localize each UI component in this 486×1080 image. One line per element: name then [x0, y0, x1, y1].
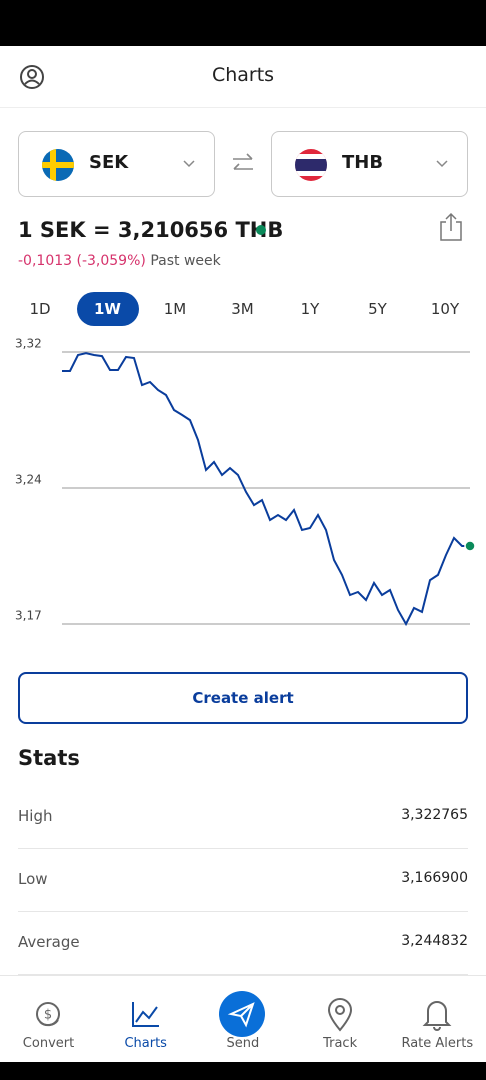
chevron	[183, 160, 195, 168]
change-line: -0,1013 (-3,059%) Past week	[18, 253, 221, 269]
nav-label: Charts	[124, 1036, 167, 1051]
y-tick-label: 3,32	[15, 337, 42, 351]
change: -0,1013 (-3,059%)	[18, 253, 146, 269]
nav-item[interactable]: Track	[292, 980, 389, 1060]
range-tab[interactable]: 3M	[231, 300, 254, 318]
nav-item[interactable]: Charts	[97, 980, 194, 1060]
from-code: SEK	[89, 152, 129, 173]
svg-text:$: $	[44, 1008, 52, 1023]
nav-label: Track	[323, 1036, 358, 1051]
stats-title: Stats	[18, 746, 80, 770]
nav-icon	[327, 998, 352, 1032]
stat-label: Low	[18, 870, 48, 888]
live-dot	[256, 225, 266, 235]
range-tab[interactable]: 1M	[163, 300, 187, 318]
stat-value: 3,244832	[401, 933, 468, 949]
y-tick-label: 3,17	[15, 609, 42, 623]
flag-se	[42, 149, 74, 181]
range-tab[interactable]: 1D	[29, 300, 51, 318]
profile-icon[interactable]	[18, 63, 46, 91]
to-currency[interactable]: THB	[271, 131, 468, 197]
nav-item[interactable]: Rate Alerts	[389, 980, 486, 1060]
rate: 1 SEK = 3,210656 THB	[18, 218, 284, 242]
chart: 3,32 3,24 3,17	[15, 337, 476, 627]
nav-label: Send	[226, 1036, 260, 1051]
stat-row: Average 3,244832	[18, 911, 468, 975]
flag-th	[295, 149, 327, 181]
nav-icon	[219, 991, 266, 1037]
nav-item[interactable]: Send	[194, 980, 291, 1060]
header-title: Charts	[211, 64, 275, 86]
range-tab[interactable]: 5Y	[368, 300, 387, 318]
stat-row: Low 3,166900	[18, 848, 468, 912]
status-bar	[0, 0, 486, 46]
stat-label: Average	[18, 933, 80, 951]
stat-row: High 3,322765	[18, 785, 468, 849]
nav-item[interactable]: $ Convert	[0, 980, 97, 1060]
price-line	[62, 352, 470, 627]
range-tab[interactable]: 10Y	[430, 300, 460, 318]
period: Past week	[150, 253, 221, 269]
from-currency[interactable]: SEK	[18, 131, 215, 197]
to-code: THB	[342, 152, 384, 173]
nav-icon: $	[36, 1002, 60, 1027]
stat-value: 3,166900	[401, 870, 468, 886]
y-tick-label: 3,24	[15, 473, 42, 487]
nav-label: Rate Alerts	[401, 1036, 474, 1051]
range-tab[interactable]: 1W	[76, 292, 139, 326]
nav-divider	[0, 975, 486, 976]
stat-value: 3,322765	[401, 807, 468, 823]
nav-label: Convert	[22, 1036, 75, 1051]
system-bar	[0, 1062, 486, 1080]
share-icon[interactable]	[438, 212, 464, 242]
swap-icon[interactable]	[230, 151, 256, 177]
create-alert-button[interactable]: Create alert	[18, 672, 468, 724]
stat-label: High	[18, 807, 53, 825]
range-tab[interactable]: 1Y	[300, 300, 320, 318]
nav-icon	[422, 1001, 452, 1031]
nav-icon	[132, 1002, 160, 1027]
chevron	[436, 160, 448, 168]
end-marker	[464, 540, 476, 552]
divider	[0, 107, 486, 108]
